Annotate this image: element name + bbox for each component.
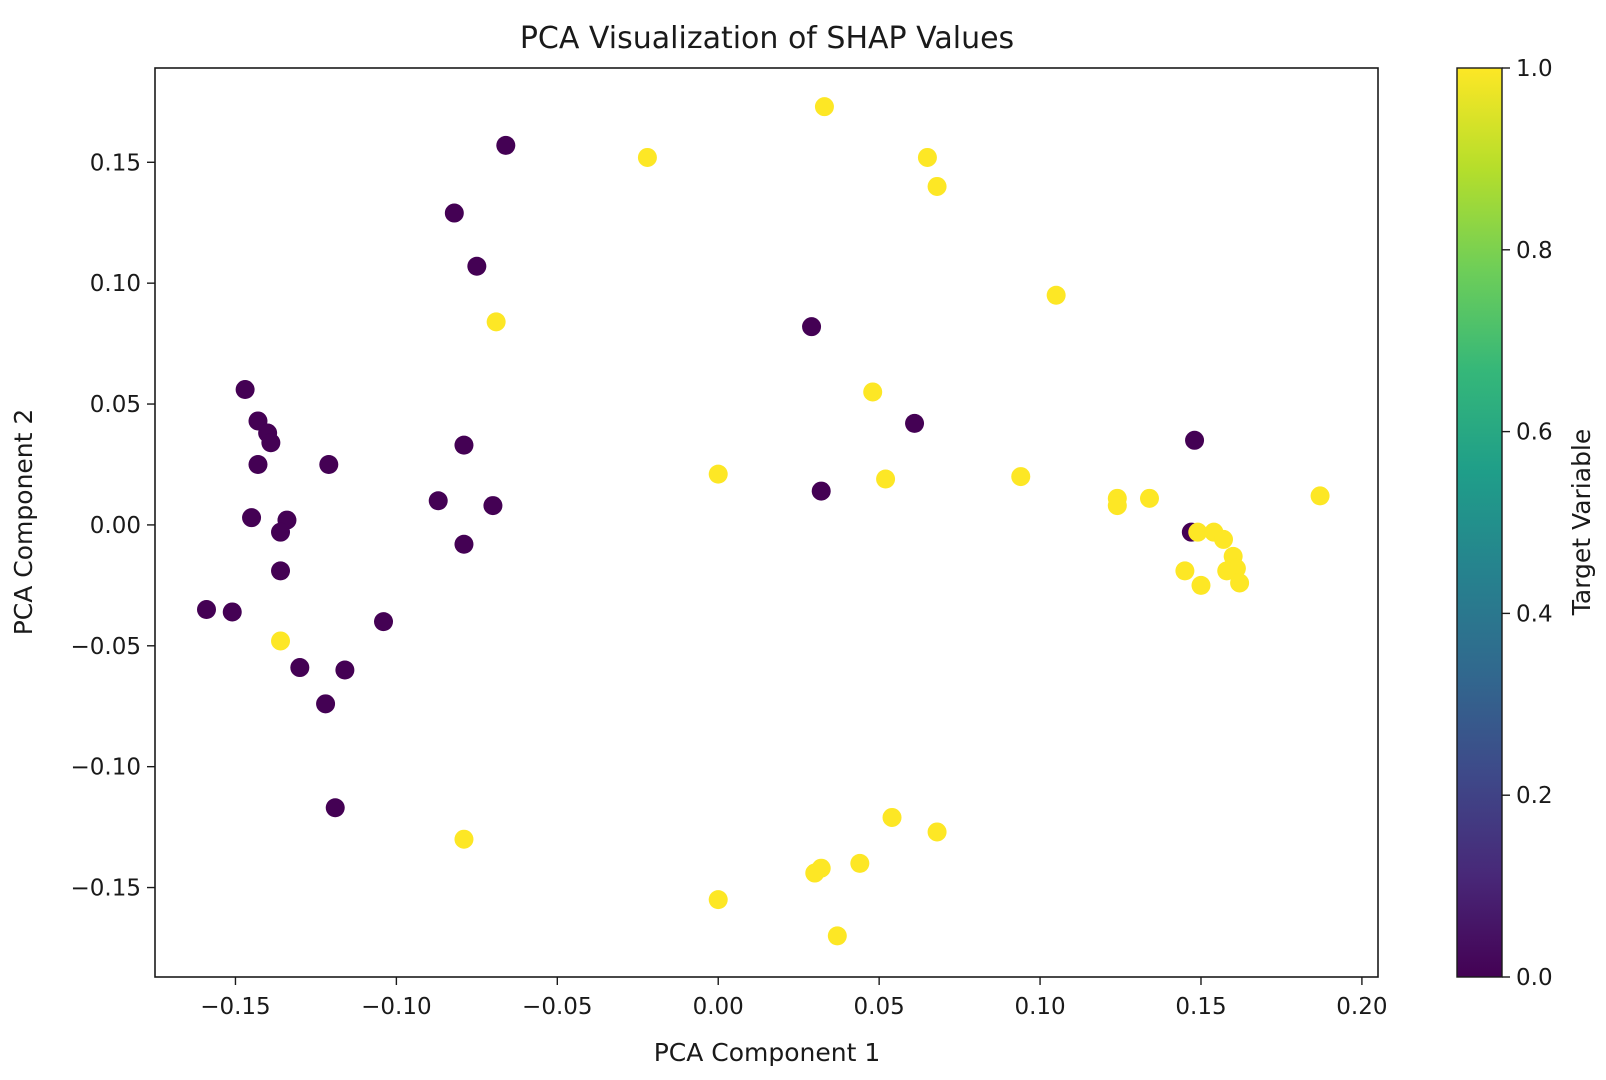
scatter-point — [927, 822, 947, 842]
scatter-point — [242, 508, 262, 528]
y-tick-label: 0.15 — [90, 150, 141, 176]
scatter-point — [196, 600, 216, 620]
scatter-point — [374, 612, 394, 632]
scatter-point — [1175, 561, 1195, 581]
scatter-point — [637, 147, 657, 167]
x-axis-ticks: −0.15 −0.10 −0.05 0.00 0.05 0.10 0.15 0.20 — [200, 977, 1388, 1020]
plot-area — [154, 67, 1379, 978]
y-tick-label: 0.00 — [90, 513, 141, 539]
scatter-point — [496, 135, 516, 155]
scatter-point — [454, 435, 474, 455]
x-tick-label: −0.10 — [361, 994, 431, 1020]
scatter-point — [1011, 467, 1031, 487]
scatter-point — [483, 496, 503, 516]
scatter-point — [1230, 573, 1250, 593]
scatter-point — [454, 534, 474, 554]
colorbar-tick-label: 0.2 — [1516, 783, 1553, 809]
colorbar-label: Target Variable — [1567, 429, 1596, 617]
scatter-point — [1310, 486, 1330, 506]
y-axis-label: PCA Component 2 — [9, 409, 38, 636]
scatter-point — [708, 464, 728, 484]
y-tick-label: −0.05 — [71, 634, 141, 660]
x-tick-label: 0.05 — [854, 994, 905, 1020]
scatter-point — [486, 312, 506, 332]
x-tick-label: 0.20 — [1336, 994, 1387, 1020]
scatter-point — [905, 413, 925, 433]
scatter-point — [1191, 575, 1211, 595]
scatter-point — [261, 433, 281, 453]
colorbar-ticks: 0.0 0.2 0.4 0.6 0.8 1.0 — [1502, 56, 1553, 991]
scatter-point — [1188, 522, 1208, 542]
scatter-point — [927, 176, 947, 196]
colorbar-tick-label: 0.6 — [1516, 420, 1553, 446]
scatter-point — [814, 97, 834, 117]
scatter-point — [222, 602, 242, 622]
scatter-point — [882, 807, 902, 827]
scatter-point — [1185, 430, 1205, 450]
scatter-point — [248, 454, 268, 474]
scatter-point — [1214, 529, 1234, 549]
x-tick-label: 0.10 — [1014, 994, 1065, 1020]
scatter-point — [917, 147, 937, 167]
scatter-point — [290, 658, 310, 678]
scatter-point — [863, 382, 883, 402]
scatter-point — [1217, 561, 1237, 581]
scatter-point — [467, 256, 487, 276]
y-tick-label: 0.10 — [90, 271, 141, 297]
scatter-point — [271, 561, 291, 581]
x-axis-label: PCA Component 1 — [654, 1038, 881, 1067]
colorbar-tick-label: 1.0 — [1516, 56, 1553, 82]
colorbar-tick-label: 0.4 — [1516, 601, 1553, 627]
scatter-point — [444, 203, 464, 223]
scatter-points — [196, 97, 1330, 946]
x-tick-label: −0.15 — [200, 994, 270, 1020]
scatter-point — [708, 890, 728, 910]
scatter-point — [802, 317, 822, 337]
scatter-point — [850, 853, 870, 873]
scatter-point — [316, 694, 336, 714]
y-tick-label: −0.10 — [71, 755, 141, 781]
scatter-point — [319, 454, 339, 474]
x-tick-label: 0.00 — [693, 994, 744, 1020]
scatter-point — [235, 380, 255, 400]
colorbar-tick-label: 0.0 — [1516, 965, 1553, 991]
colorbar — [1456, 67, 1503, 978]
scatter-point — [811, 481, 831, 501]
scatter-point — [428, 491, 448, 511]
scatter-point — [271, 522, 291, 542]
colorbar-tick-label: 0.8 — [1516, 238, 1553, 264]
scatter-point — [1139, 488, 1159, 508]
y-tick-label: 0.05 — [90, 392, 141, 418]
scatter-point — [271, 631, 291, 651]
scatter-point — [827, 926, 847, 946]
scatter-point — [876, 469, 896, 489]
x-tick-label: 0.15 — [1175, 994, 1226, 1020]
scatter-point — [325, 798, 345, 818]
y-tick-label: −0.15 — [71, 876, 141, 902]
scatter-point — [454, 829, 474, 849]
scatter-point — [335, 660, 355, 680]
scatter-point — [1107, 496, 1127, 516]
y-axis-ticks: −0.15 −0.10 −0.05 0.00 0.05 0.10 0.15 — [71, 150, 155, 902]
x-tick-label: −0.05 — [522, 994, 592, 1020]
chart-title: PCA Visualization of SHAP Values — [520, 21, 1014, 56]
scatter-point — [805, 863, 825, 883]
scatter-point — [1046, 285, 1066, 305]
